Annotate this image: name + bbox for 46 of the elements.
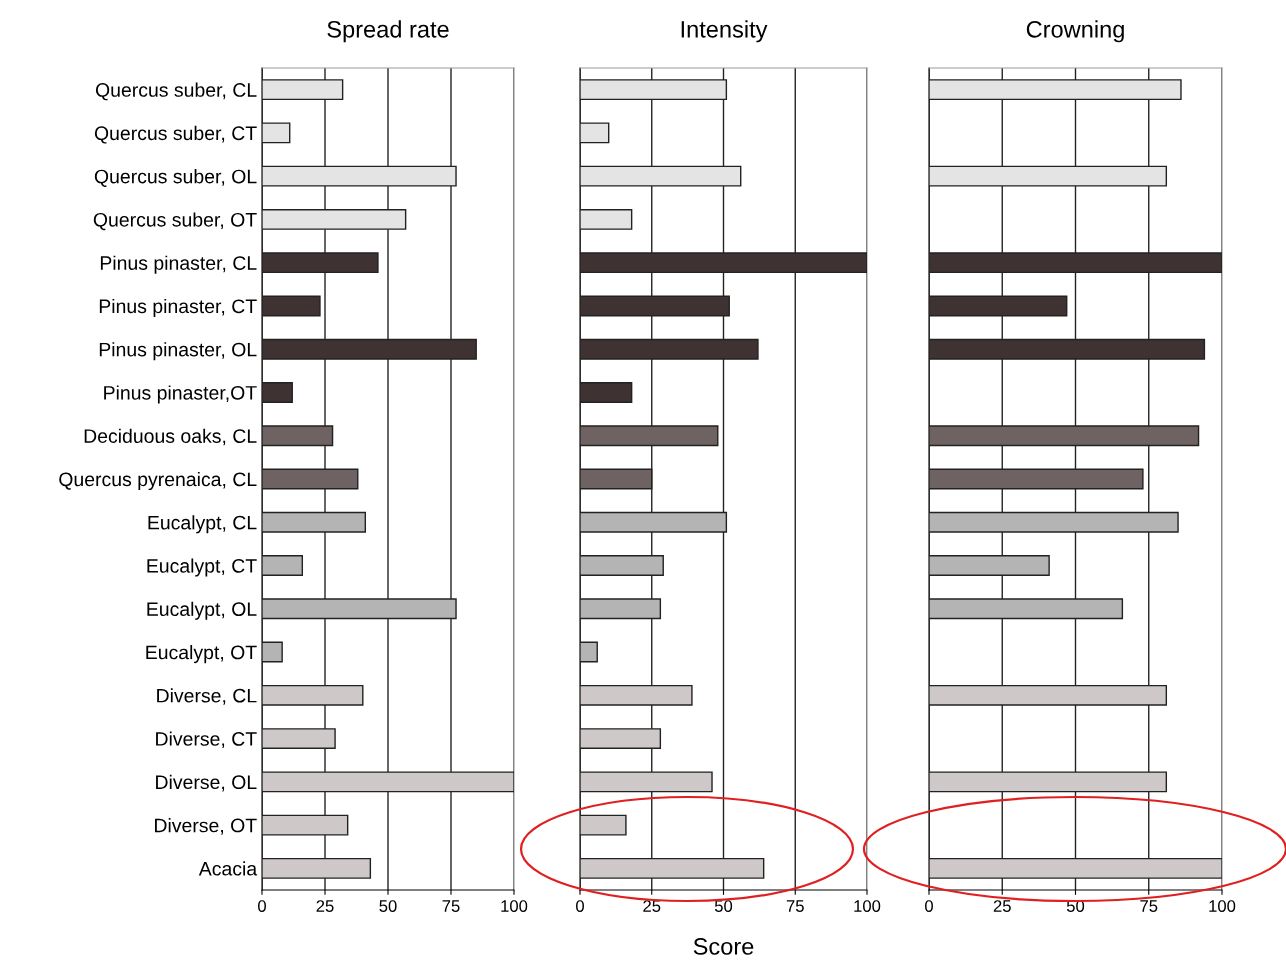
x-tick-label: 75	[786, 900, 804, 912]
bar	[262, 555, 304, 576]
y-tick-label: Diverse, OL	[156, 774, 257, 792]
y-tick-label: Eucalypt, CT	[147, 558, 257, 577]
y-tick-label: Quercus suber, CL	[95, 82, 257, 101]
x-axis-title: Score	[693, 938, 754, 955]
bar	[580, 208, 633, 230]
y-tick-label: Quercus suber, OL	[94, 169, 257, 187]
y-tick-label: Pinus pinaster, CT	[99, 298, 257, 318]
y-tick-label: Quercus suber, OT	[93, 212, 257, 231]
bar	[580, 814, 627, 836]
bar	[262, 295, 321, 317]
bar	[262, 641, 283, 663]
x-tick-label: 100	[501, 900, 528, 912]
x-tick-label: 0	[258, 900, 266, 912]
y-tick-label: Eucalypt, OT	[146, 645, 257, 664]
y-tick-label: Diverse, CT	[156, 731, 257, 749]
y-tick-label: Diverse, OT	[155, 818, 257, 835]
y-tick-label: Deciduous oaks, CL	[84, 428, 257, 446]
y-tick-label: Quercus suber, CT	[94, 125, 257, 144]
x-tick-label: 75	[1140, 900, 1158, 912]
y-tick-label: Eucalypt, OL	[147, 601, 257, 620]
bar	[580, 641, 598, 663]
x-tick-label: 50	[379, 900, 397, 912]
y-tick-label: Pinus pinaster, OL	[99, 342, 257, 361]
chart-title: Intensity	[681, 20, 768, 43]
y-tick-label: Quercus pyrenaica, CL	[59, 471, 257, 491]
chart-title: Spread rate	[327, 20, 449, 43]
y-tick-label: Pinus pinaster, CL	[100, 255, 257, 274]
y-tick-label: Acacia	[198, 861, 258, 876]
bar	[262, 122, 291, 144]
x-tick-label: 100	[1209, 900, 1236, 912]
y-tick-label: Pinus pinaster,OT	[104, 385, 257, 404]
y-tick-label: Diverse, CL	[157, 688, 257, 705]
x-tick-label: 75	[442, 900, 460, 912]
chart-title: Crowning	[1026, 20, 1124, 43]
x-tick-label: 25	[993, 900, 1011, 912]
bar	[580, 122, 610, 144]
x-tick-label: 25	[316, 900, 334, 912]
y-tick-label: Eucalypt, CL	[148, 515, 257, 534]
x-tick-label: 50	[714, 900, 733, 912]
x-tick-label: 0	[576, 900, 584, 912]
bar	[580, 382, 633, 403]
x-tick-label: 100	[854, 900, 881, 912]
x-tick-label: 0	[925, 900, 933, 912]
bar	[262, 382, 293, 403]
